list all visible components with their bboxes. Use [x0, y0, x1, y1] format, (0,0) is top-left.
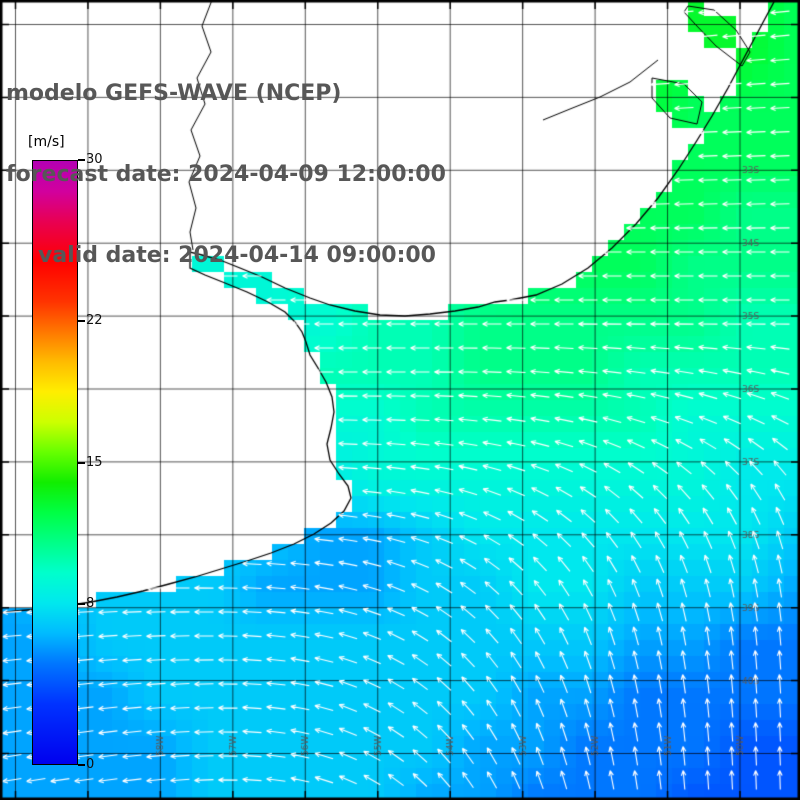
colorbar-tick-mark — [78, 159, 85, 161]
colorbar-gradient — [32, 160, 78, 765]
colorbar-tick-label: 30 — [86, 152, 103, 167]
colorbar-tick-label: 8 — [86, 595, 95, 611]
colorbar-units-label: [m/s] — [28, 134, 65, 150]
colorbar-tick-label: 22 — [86, 313, 103, 329]
map-header: modelo GEFS-WAVE (NCEP) forecast date: 2… — [6, 26, 446, 323]
colorbar-tick-mark — [78, 602, 85, 605]
valid-date-label: valid date: 2024-04-14 09:00:00 — [38, 243, 436, 268]
forecast-date-label: forecast date: 2024-04-09 12:00:00 — [6, 162, 446, 187]
colorbar-tick-label: 0 — [86, 757, 95, 772]
colorbar-tick-label: 15 — [86, 454, 103, 470]
colorbar-tick-mark — [78, 461, 85, 464]
colorbar-tick-mark — [78, 320, 85, 323]
colorbar-tick-mark — [78, 764, 85, 766]
model-title: modelo GEFS-WAVE (NCEP) — [6, 81, 342, 106]
